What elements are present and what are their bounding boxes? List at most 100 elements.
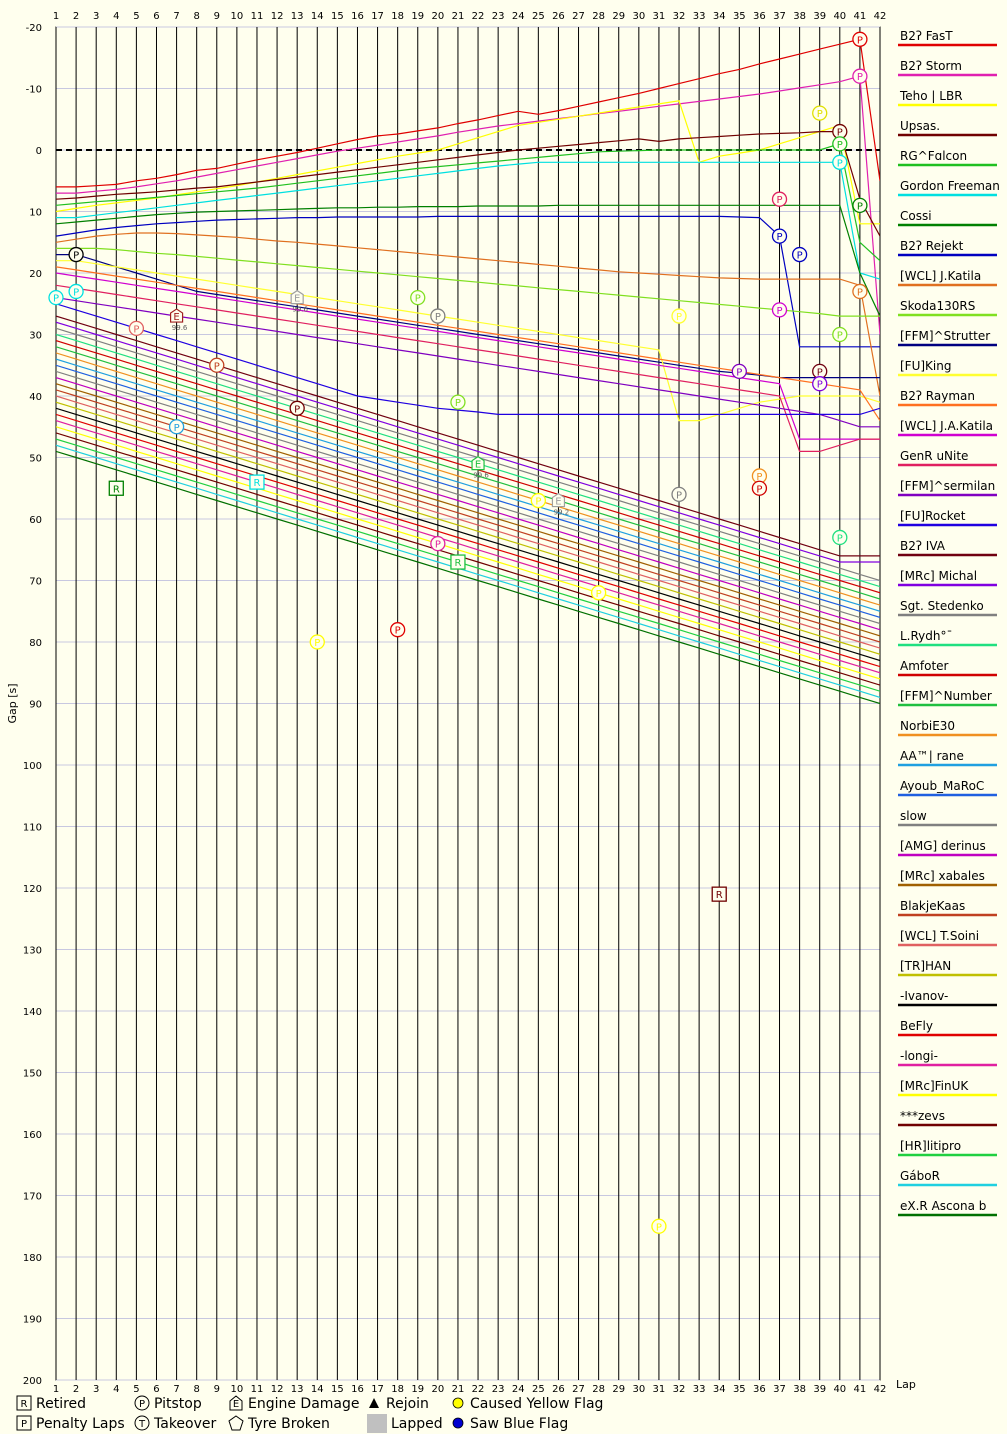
driver-label: [FFM]^sermilan	[900, 479, 995, 493]
pitstop-letter: P	[837, 331, 843, 342]
marker-P: P	[832, 529, 848, 546]
pitstop-circle	[651, 1218, 667, 1234]
pitstop-letter: P	[596, 589, 602, 600]
x-tick-label-top: 40	[833, 11, 846, 22]
series-line-38	[56, 438, 880, 692]
pitstop-letter: P	[776, 195, 782, 206]
x-tick-label-top: 1	[53, 11, 59, 22]
pitstop-circle	[771, 191, 788, 207]
retired-square	[711, 886, 727, 902]
series-line-34	[56, 413, 880, 668]
retired-letter: R	[716, 890, 723, 901]
x-tick-label-top: 16	[351, 11, 364, 22]
series-line-26	[56, 364, 880, 618]
x-tick-label-top: 19	[411, 11, 424, 22]
legend-label: Retired	[36, 1396, 86, 1412]
x-tick-label-top: 39	[813, 11, 826, 22]
x-tick-label-top: 6	[153, 11, 159, 22]
legend-circle-icon	[134, 1395, 150, 1411]
legend-block-icon	[367, 1414, 387, 1433]
x-tick-label-top: 26	[552, 11, 565, 22]
marker-P: P	[812, 105, 828, 121]
series-line-6	[56, 161, 880, 280]
x-tick-label-top: 41	[854, 11, 867, 22]
series-line-2	[56, 75, 880, 335]
pitstop-circle	[430, 535, 446, 552]
x-tick-label: 7	[173, 1384, 179, 1395]
x-tick-label: 30	[632, 1384, 645, 1395]
marker-P: P	[832, 326, 848, 343]
legend-label: Engine Damage	[248, 1396, 360, 1412]
marker-P: P	[651, 1218, 667, 1234]
x-tick-label-top: 5	[133, 11, 139, 22]
driver-label: B2ʔ Rejekt	[900, 239, 964, 253]
x-tick-label-top: 7	[173, 11, 179, 22]
series-line-36	[56, 426, 880, 680]
pitstop-circle	[832, 154, 848, 170]
marker-P: P	[852, 31, 868, 47]
y-tick-label: 40	[29, 392, 42, 403]
marker-P: P	[812, 376, 828, 392]
marker-P: P	[771, 228, 788, 244]
legend-label: Tyre Broken	[247, 1416, 330, 1432]
driver-label: [FU]Rocket	[900, 509, 966, 523]
pitstop-letter: P	[756, 472, 762, 483]
driver-label: Teho | LBR	[899, 89, 963, 103]
series-line-33	[56, 407, 880, 662]
pitstop-letter: P	[294, 404, 300, 415]
marker-P: P	[590, 585, 607, 601]
marker-P: P	[410, 289, 426, 306]
pitstop-circle	[812, 376, 828, 392]
driver-label: [WCL] T.Soini	[900, 929, 979, 943]
series-line-7	[56, 204, 880, 317]
pitstop-letter: P	[676, 490, 682, 501]
legend-square-icon	[16, 1395, 32, 1411]
y-tick-label: -20	[26, 23, 42, 34]
retired-letter: R	[454, 558, 461, 569]
driver-label: L.Rydh°¯	[900, 629, 953, 643]
pitstop-circle	[671, 308, 687, 324]
driver-label: Amfoter	[900, 659, 949, 673]
driver-label: Skoda130RS	[900, 299, 975, 313]
y-tick-label: 10	[29, 208, 42, 219]
pitstop-letter: P	[857, 287, 863, 298]
driver-label: GáboR	[900, 1169, 940, 1183]
pitstop-circle	[812, 105, 828, 121]
driver-label: [FFM]^Strutter	[900, 329, 990, 343]
x-tick-label-top: 2	[73, 11, 79, 22]
driver-label: eX.R Ascona b	[900, 1199, 986, 1213]
y-tick-label: 70	[29, 577, 42, 588]
pitstop-circle	[390, 622, 406, 638]
legend-item: P Pitstop	[134, 1395, 202, 1412]
pitstop-circle	[530, 492, 546, 509]
legend-label: Saw Blue Flag	[470, 1416, 568, 1432]
driver-label: [TR]HAN	[900, 959, 951, 973]
y-tick-label: 200	[23, 1376, 42, 1387]
legend-label: Lapped	[391, 1416, 443, 1432]
driver-label: [MRc] Michal	[900, 569, 977, 583]
legend-item: E Engine Damage	[229, 1395, 360, 1412]
pitstop-circle	[410, 289, 426, 306]
marker-R: R	[108, 480, 124, 496]
y-tick-label: 190	[23, 1315, 42, 1326]
pitstop-circle	[309, 634, 325, 650]
marker-P: P	[168, 419, 185, 435]
x-tick-label: 15	[331, 1384, 344, 1395]
marker-P: P	[450, 394, 466, 410]
x-tick-label: 39	[813, 1384, 826, 1395]
x-tick-label: 29	[612, 1384, 625, 1395]
marker-P: P	[430, 308, 446, 324]
x-tick-label-top: 30	[632, 11, 645, 22]
y-tick-label: 100	[23, 761, 42, 772]
pitstop-circle	[832, 136, 848, 152]
legend-item: Lapped	[367, 1414, 443, 1433]
x-tick-label-top: 33	[693, 11, 706, 22]
legend-item: Tyre Broken	[228, 1415, 330, 1432]
marker-P: P	[852, 197, 868, 214]
y-tick-label: 80	[29, 638, 42, 649]
y-tick-label: 20	[29, 269, 42, 280]
series-line-19	[56, 321, 880, 563]
pitstop-letter: P	[455, 398, 461, 409]
x-tick-label: 6	[153, 1384, 159, 1395]
